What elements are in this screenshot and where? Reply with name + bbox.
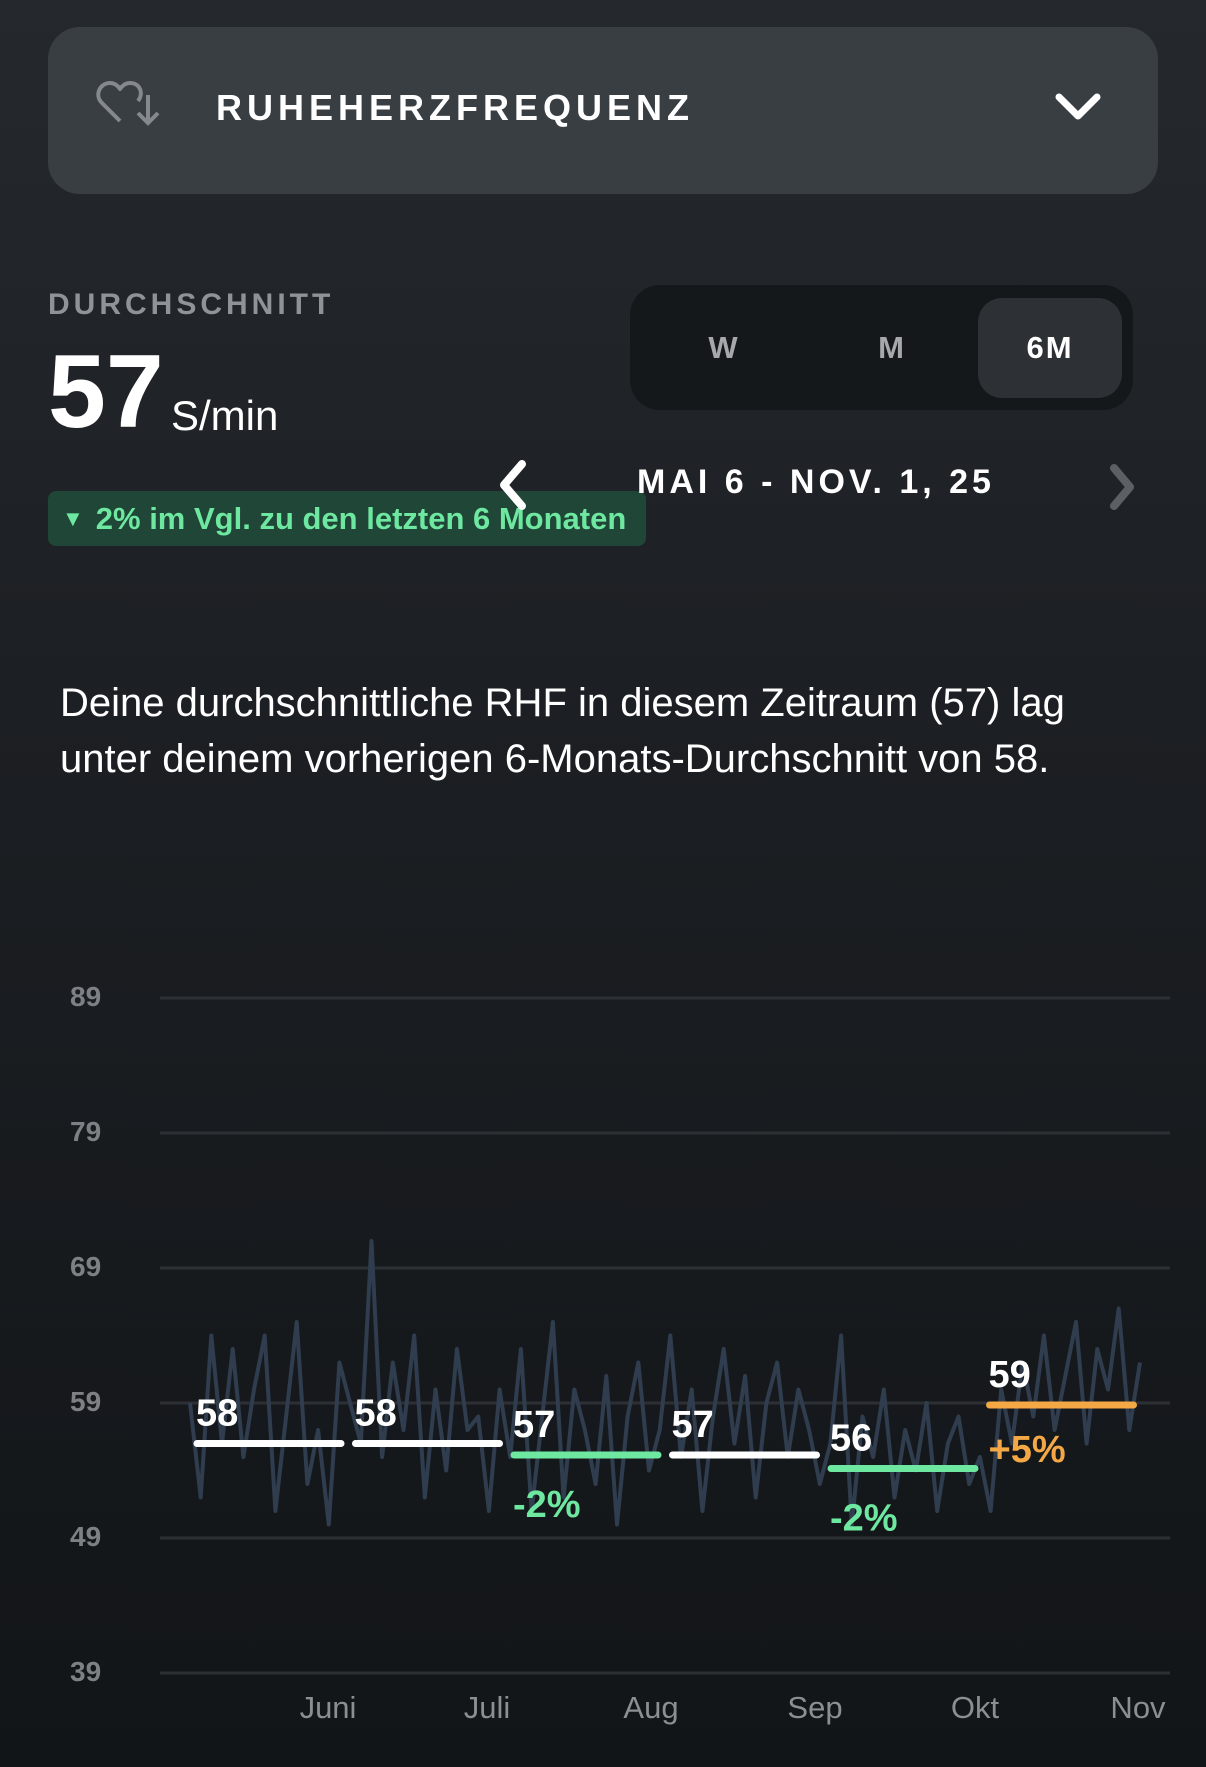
y-tick-label: 69 xyxy=(70,1251,102,1282)
heart-down-icon xyxy=(96,81,160,126)
average-label: 58 xyxy=(355,1393,397,1435)
metric-selector[interactable]: RUHEHERZFREQUENZ xyxy=(48,27,1158,194)
x-tick-label: Aug xyxy=(623,1690,679,1725)
y-tick-label: 89 xyxy=(70,981,102,1012)
y-tick-label: 59 xyxy=(70,1386,102,1417)
average-label: 56 xyxy=(830,1418,872,1460)
average-change-label: -2% xyxy=(830,1498,898,1540)
average-label: 59 xyxy=(989,1354,1031,1396)
average-value: 57 xyxy=(48,334,164,450)
chevron-down-icon[interactable] xyxy=(1054,91,1102,123)
x-tick-label: Okt xyxy=(950,1690,1000,1725)
average-change-label: +5% xyxy=(989,1429,1066,1471)
change-badge: ▼ 2% im Vgl. zu den letzten 6 Monaten xyxy=(48,491,646,546)
summary-description: Deine durchschnittliche RHF in diesem Ze… xyxy=(60,681,1065,781)
y-tick-label: 49 xyxy=(70,1521,102,1552)
chevron-right-icon[interactable] xyxy=(1104,462,1140,512)
average-label: 58 xyxy=(196,1393,238,1435)
average-label: DURCHSCHNITT xyxy=(48,288,335,321)
average-label: 57 xyxy=(513,1404,555,1446)
x-tick-label: Sep xyxy=(787,1690,843,1725)
tab-month[interactable]: M xyxy=(878,330,906,365)
y-tick-label: 39 xyxy=(70,1656,102,1687)
x-tick-label: Juli xyxy=(463,1690,511,1725)
average-change-label: -2% xyxy=(513,1484,581,1526)
x-tick-label: Nov xyxy=(1110,1690,1166,1725)
change-text: 2% im Vgl. zu den letzten 6 Monaten xyxy=(95,500,627,536)
chevron-left-icon[interactable] xyxy=(492,458,532,512)
y-tick-label: 79 xyxy=(70,1116,102,1147)
metric-title: RUHEHERZFREQUENZ xyxy=(216,87,695,128)
date-range: MAI 6 - NOV. 1, 25 xyxy=(637,463,995,501)
average-label: 57 xyxy=(672,1404,714,1446)
series-line xyxy=(188,1239,1142,1527)
range-selector: W M 6M xyxy=(630,285,1133,410)
average-unit: S/min xyxy=(171,392,279,439)
down-triangle-icon: ▼ xyxy=(62,505,84,531)
x-tick-label: Juni xyxy=(299,1690,357,1725)
tab-week[interactable]: W xyxy=(708,330,740,365)
tab-6-months[interactable]: 6M xyxy=(978,298,1122,398)
